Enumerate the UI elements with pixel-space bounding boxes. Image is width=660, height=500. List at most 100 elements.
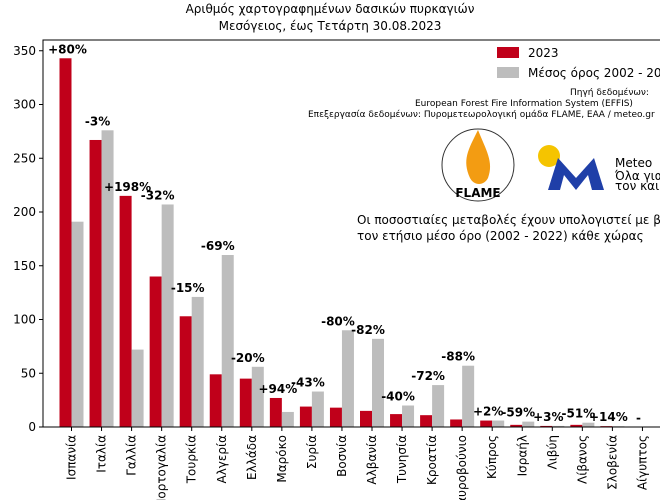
change-label: +2%	[473, 405, 503, 419]
change-label: -32%	[141, 188, 175, 202]
x-tick-label: Ελλάδα	[245, 435, 259, 480]
bar	[269, 397, 282, 427]
chart-title: Αριθμός χαρτογραφημένων δασικών πυρκαγιώ…	[186, 2, 475, 16]
bar	[221, 255, 234, 427]
change-label: +80%	[48, 42, 87, 56]
bar	[450, 419, 463, 427]
x-tick-label: Κύπρος	[485, 435, 499, 479]
axes-frame	[42, 39, 660, 428]
bar	[402, 405, 415, 427]
change-label: -43%	[291, 376, 325, 390]
note-line: Οι ποσοστιαίες μεταβολές έχουν υπολογιστ…	[357, 213, 660, 227]
x-tick-label: Βοσνία	[335, 435, 349, 477]
chart-subtitle: Μεσόγειος, έως Τετάρτη 30.08.2023	[219, 19, 442, 33]
bar	[522, 421, 535, 427]
change-label: -15%	[171, 281, 205, 295]
change-label: +94%	[258, 382, 297, 396]
x-tick-label: Συρία	[305, 435, 319, 469]
note-line: τον ετήσιο μέσο όρο (2002 - 2022) κάθε χ…	[357, 229, 644, 243]
bar	[432, 385, 445, 427]
change-label: -82%	[351, 323, 385, 337]
change-label: -20%	[231, 351, 265, 365]
change-label: -3%	[85, 114, 110, 128]
change-label: +3%	[533, 410, 563, 424]
x-tick-label: Ιταλία	[95, 435, 109, 473]
bar	[480, 420, 493, 427]
bar	[209, 374, 222, 427]
bar	[89, 139, 102, 427]
x-tick-label: Ισπανία	[65, 435, 79, 480]
bar	[492, 420, 505, 427]
bar	[390, 414, 403, 427]
meteo-tagline: τον καιρό	[615, 179, 660, 193]
x-tick-label: Μαρόκο	[275, 435, 289, 483]
bar	[71, 221, 84, 427]
y-tick-label: 250	[13, 151, 36, 165]
bar	[119, 195, 132, 427]
flame-logo: FLAME	[441, 128, 515, 202]
bar	[179, 316, 192, 427]
bar	[329, 407, 342, 427]
change-label: -88%	[441, 350, 475, 364]
x-tick-label: Μαυροβούνιο	[455, 435, 469, 500]
legend-swatch	[497, 67, 519, 78]
bar	[59, 58, 72, 428]
legend-swatch	[497, 47, 519, 58]
bar	[101, 130, 114, 428]
bar	[341, 330, 354, 427]
flame-ring	[441, 128, 515, 202]
x-tick-label: Πορτογαλία	[155, 435, 169, 500]
change-label: +14%	[589, 410, 628, 424]
y-tick-label: 50	[21, 366, 36, 380]
bar	[420, 415, 433, 427]
bar	[191, 296, 204, 427]
bar	[462, 365, 475, 427]
x-tick-label: Λιβύη	[545, 435, 559, 469]
bar	[251, 366, 264, 427]
bar	[360, 410, 372, 427]
change-label: -69%	[201, 239, 235, 253]
change-label: -51%	[561, 407, 595, 421]
flame-text: FLAME	[455, 186, 500, 200]
x-tick-label: Λίβανος	[575, 435, 589, 484]
bar	[149, 276, 162, 427]
meteo-sun	[538, 145, 560, 167]
x-tick-label: Κροατία	[425, 435, 439, 485]
meteo-tagline: Όλα για	[614, 169, 660, 183]
bar	[510, 424, 523, 427]
x-tick-label: Ισραήλ	[515, 435, 529, 476]
y-tick-label: 200	[13, 205, 36, 219]
legend-label: 2023	[528, 46, 559, 60]
y-tick-label: 100	[13, 313, 36, 327]
bar	[239, 378, 252, 427]
change-label: -72%	[411, 369, 445, 383]
x-tick-label: Αλβανία	[365, 435, 379, 485]
bar	[540, 425, 553, 427]
flame-shape	[466, 130, 491, 184]
meteo-logo: Meteo Όλα για τον καιρό	[538, 145, 660, 193]
source-line: Επεξεργασία δεδομένων: Πυρομετεωρολογική…	[308, 109, 655, 120]
bar	[582, 422, 595, 427]
meteo-mark	[548, 158, 604, 190]
bar	[161, 204, 174, 427]
bar	[570, 424, 583, 427]
change-label: -	[636, 411, 641, 425]
x-tick-label: Σλοβενία	[605, 435, 619, 490]
meteo-text: Meteo	[615, 156, 652, 170]
legend-label: Μέσος όρος 2002 - 2022	[528, 66, 660, 80]
bar	[311, 391, 324, 427]
source-line: European Forest Fire Information System …	[415, 99, 633, 109]
y-tick-label: 350	[13, 44, 36, 58]
bar	[372, 338, 384, 427]
x-tick-label: Αλγερία	[215, 435, 229, 484]
x-tick-label: Γαλλία	[125, 435, 139, 476]
x-tick-label: Τουρκία	[185, 435, 199, 484]
source-line: Πηγή δεδομένων:	[570, 87, 649, 98]
change-label: -59%	[501, 406, 535, 420]
bar	[552, 425, 565, 427]
y-tick-label: 300	[13, 98, 36, 112]
x-tick-label: Τυνησία	[395, 435, 409, 484]
bar	[299, 406, 312, 427]
